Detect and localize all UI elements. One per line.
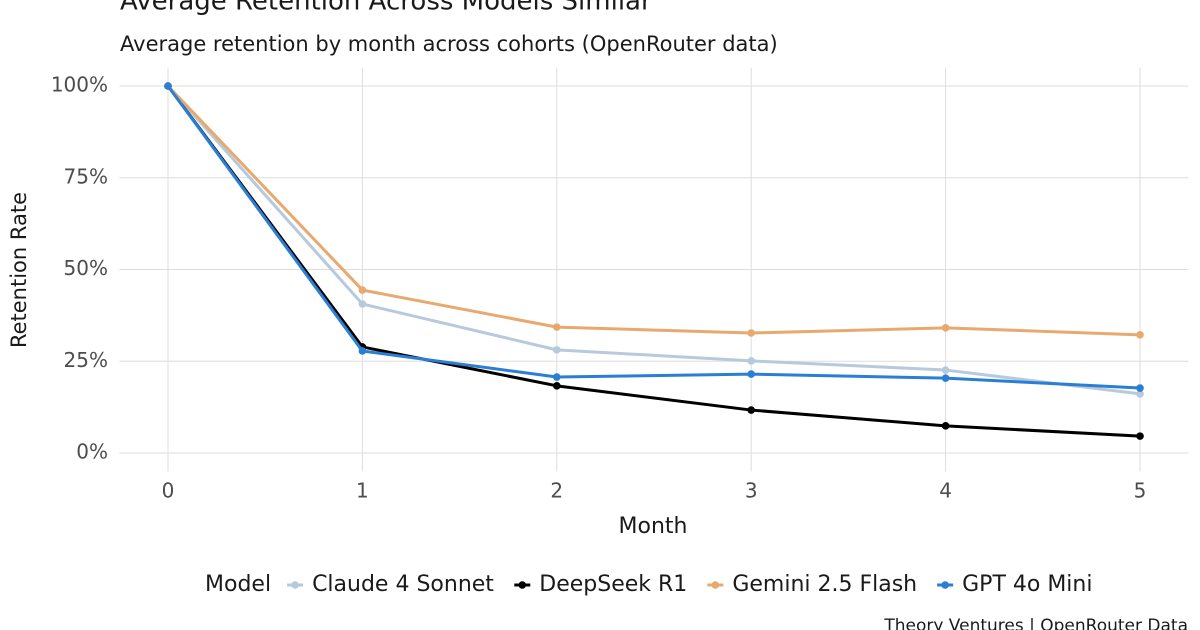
legend-label: Gemini 2.5 Flash — [732, 572, 917, 597]
y-axis-title: Retention Rate — [7, 192, 31, 348]
legend-title: Model — [205, 572, 271, 597]
data-point — [941, 422, 950, 430]
x-tick-label: 5 — [1134, 479, 1147, 503]
legend-key-dot — [291, 581, 299, 589]
series-line — [166, 85, 1141, 390]
data-point — [941, 324, 950, 332]
data-point — [553, 346, 561, 354]
data-point — [1136, 331, 1144, 339]
x-tick-label: 3 — [745, 479, 758, 503]
x-tick-label: 4 — [939, 479, 952, 503]
x-tick-label: 0 — [162, 479, 175, 503]
series-line — [166, 84, 1141, 337]
data-point — [941, 366, 950, 374]
y-tick-label: 50% — [64, 256, 108, 280]
data-point — [358, 347, 367, 355]
data-point — [358, 286, 367, 294]
legend-key-dot — [941, 581, 949, 589]
y-tick-label: 75% — [64, 164, 108, 188]
data-point — [1136, 432, 1144, 440]
legend-label: Claude 4 Sonnet — [312, 572, 494, 597]
data-point — [747, 406, 755, 414]
chart-title: Average Retention Across Models Similar — [120, 0, 652, 17]
data-point — [941, 374, 950, 382]
x-tick-label: 1 — [356, 479, 369, 503]
grid — [119, 67, 1189, 472]
chart-subtitle: Average retention by month across cohort… — [120, 32, 778, 56]
data-point — [553, 373, 561, 381]
y-tick-label: 25% — [64, 348, 108, 372]
y-tick-label: 100% — [51, 73, 108, 97]
data-point — [747, 370, 755, 378]
legend-key-dot — [518, 581, 527, 589]
data-point — [747, 329, 755, 337]
legend-key-dot — [711, 581, 720, 589]
data-point — [553, 323, 561, 331]
series-line — [166, 85, 1141, 438]
data-point — [164, 82, 172, 90]
legend-label: GPT 4o Mini — [962, 572, 1092, 597]
caption: Theory Ventures | OpenRouter Data — [883, 616, 1188, 630]
data-point — [358, 300, 367, 308]
data-point — [747, 357, 755, 365]
legend: Model Claude 4 Sonnet DeepSeek R1 Gemini 2… — [205, 572, 1092, 597]
series-line — [166, 85, 1141, 396]
data-point — [1136, 390, 1144, 398]
x-tick-label: 2 — [550, 479, 563, 503]
y-tick-label: 0% — [76, 440, 108, 464]
data-point — [1136, 384, 1144, 392]
legend-label: DeepSeek R1 — [539, 572, 687, 597]
x-axis-title: Month — [619, 514, 688, 539]
data-point — [553, 382, 561, 390]
